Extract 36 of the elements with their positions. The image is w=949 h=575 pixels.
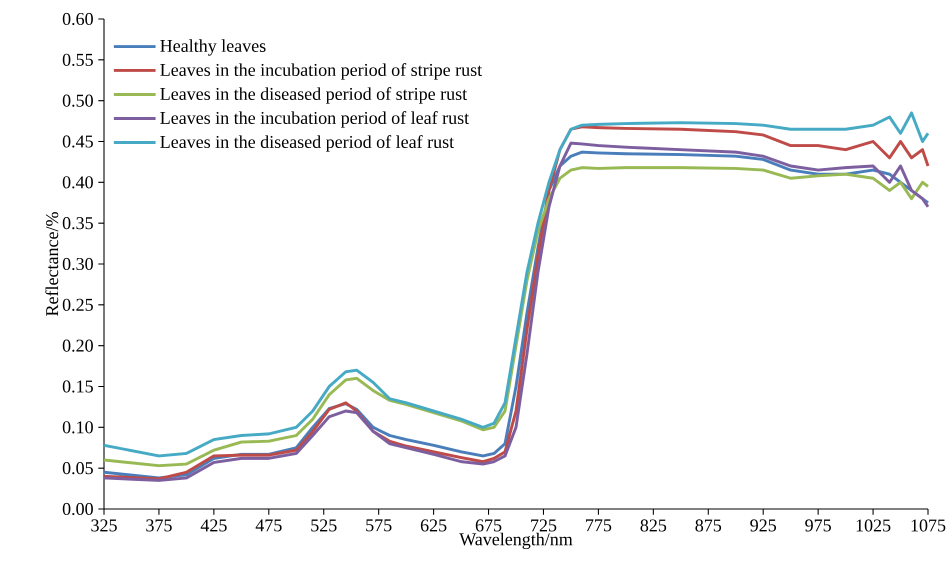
y-tick-label: 0.40: [62, 176, 93, 188]
x-tick-label: 725: [531, 519, 556, 532]
x-tick-label: 625: [420, 519, 446, 532]
y-tick-label: 0.55: [62, 54, 93, 66]
y-tick-label: 0.30: [62, 258, 93, 270]
x-tick-label: 525: [311, 519, 337, 532]
x-tick-label: 375: [146, 519, 172, 532]
x-tick-label: 1075: [912, 519, 946, 532]
y-tick-label: 0.45: [62, 135, 93, 148]
legend-label: Leaves in the incubation period of stripe rust: [160, 63, 482, 80]
x-tick-label: 825: [640, 519, 666, 532]
x-tick-label: 975: [805, 519, 831, 532]
y-tick-label: 0.10: [62, 421, 93, 434]
x-tick-label: 425: [200, 519, 227, 532]
x-tick-label: 575: [366, 519, 392, 532]
x-tick-label: 475: [256, 519, 282, 532]
x-tick-label: 675: [476, 519, 502, 532]
y-tick-label: 0.35: [62, 217, 93, 230]
y-tick-label: 0.60: [62, 12, 93, 26]
y-tick-label: 0.15: [62, 380, 93, 393]
legend-label: Leaves in the incubation period of leaf rust: [160, 111, 470, 128]
legend-label: Healthy leaves: [160, 39, 266, 56]
legend-label: Leaves in the diseased period of stripe rust: [160, 87, 468, 104]
y-tick-label: 0.05: [62, 462, 93, 474]
x-axis-title: Wavelength/nm: [459, 532, 572, 550]
x-tick-label: 875: [695, 519, 722, 532]
x-tick-label: 1025: [856, 519, 890, 532]
y-tick-label: 0.20: [62, 340, 93, 352]
x-tick-label: 325: [91, 519, 117, 532]
x-tick-label: 775: [586, 519, 612, 532]
legend-label: Leaves in the diseased period of leaf rust: [160, 135, 454, 152]
y-tick-label: 0.50: [62, 94, 93, 107]
x-tick-label: 925: [750, 519, 776, 532]
y-tick-label: 0.25: [62, 298, 93, 311]
y-axis-title: Reflectance/%: [45, 212, 58, 316]
y-tick-label: 0.00: [62, 502, 93, 516]
